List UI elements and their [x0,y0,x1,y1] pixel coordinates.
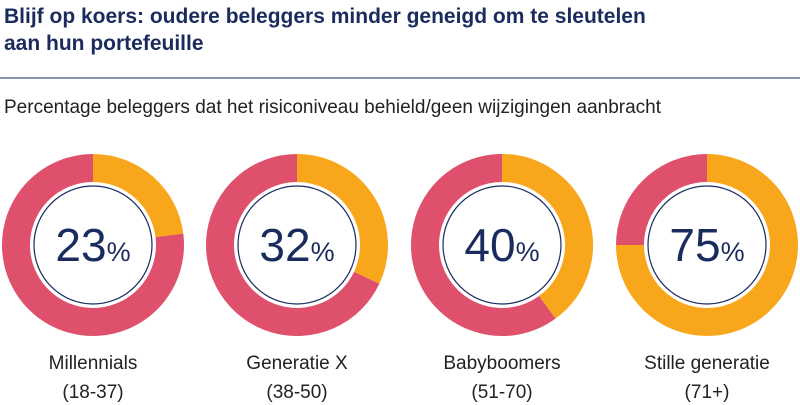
value-number: 75 [669,219,720,271]
chart-title: aan hun portefeuille [4,32,204,55]
value-number: 40 [464,219,515,271]
value-unit: % [311,237,335,267]
donut-segment [2,154,184,336]
donut-segment [616,154,708,246]
category-sublabel: (71+) [685,382,730,403]
chart-title: Blijf op koers: oudere beleggers minder … [4,5,646,28]
donut-segment [501,154,593,319]
category-label: Stille generatie [644,353,770,374]
value-label: 32% [259,219,334,271]
value-unit: % [516,237,540,267]
value-number: 32 [259,219,310,271]
value-number: 23 [55,219,106,271]
value-label: 75% [669,219,744,271]
inner-ring [442,185,562,305]
category-sublabel: (18-37) [62,382,123,403]
donut-segment [411,154,556,336]
donut-segment [92,154,184,238]
value-label: 23% [55,219,130,271]
category-sublabel: (51-70) [471,382,532,403]
value-unit: % [721,237,745,267]
value-unit: % [107,237,131,267]
inner-ring [237,185,357,305]
category-label: Babyboomers [443,353,560,374]
value-label: 40% [464,219,539,271]
subtitle: Percentage beleggers dat het risiconivea… [4,97,662,118]
category-label: Millennials [49,353,138,374]
donut-segment [616,154,798,336]
donut-segment [206,154,380,336]
inner-ring [33,185,153,305]
category-sublabel: (38-50) [266,382,327,403]
inner-ring [647,185,767,305]
category-label: Generatie X [246,353,348,374]
donut-segment [296,154,388,284]
